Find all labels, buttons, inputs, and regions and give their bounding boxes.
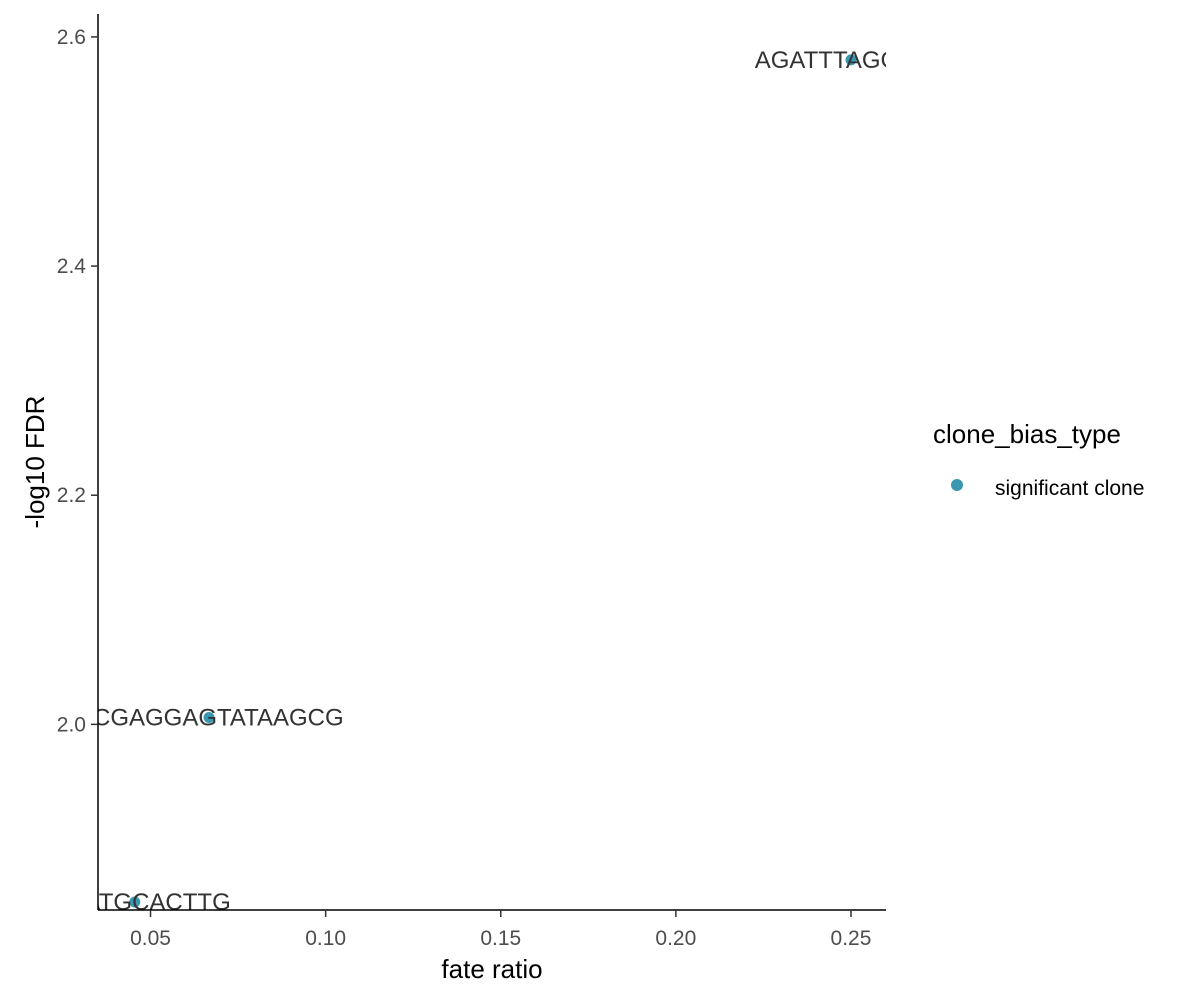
y-tick-label: 2.0	[57, 713, 86, 736]
y-tick-label: 2.4	[57, 255, 87, 278]
point-labels-layer: AGATTTAGGAAA GCGAGGAGTATAAGCG GATATGCACTTG	[39, 47, 947, 916]
x-tick-label: 0.10	[305, 927, 346, 950]
x-tick-label: 0.25	[831, 927, 872, 950]
y-tick-label: 2.6	[57, 26, 86, 49]
points-layer	[129, 54, 857, 908]
data-point	[203, 712, 215, 724]
point-label: AGATTTAGGAAA	[755, 47, 947, 74]
point-label: GATATGCACTTG	[39, 889, 231, 916]
legend-label-significant-clone: significant clone	[995, 477, 1144, 500]
data-point	[129, 896, 141, 908]
x-tick-label: 0.05	[130, 927, 171, 950]
x-tick-label: 0.20	[655, 927, 696, 950]
x-tick-label: 0.15	[480, 927, 521, 950]
x-axis-title: fate ratio	[441, 954, 542, 984]
y-axis-title: -log10 FDR	[20, 396, 50, 529]
y-tick-label: 2.2	[57, 484, 86, 507]
legend-title: clone_bias_type	[933, 419, 1121, 449]
legend: clone_bias_type significant clone	[933, 419, 1144, 500]
x-axis-ticks: 0.05 0.10 0.15 0.20 0.25	[130, 910, 871, 950]
legend-swatch-significant-clone	[951, 479, 963, 491]
y-axis-ticks: 2.0 2.2 2.4 2.6	[57, 26, 98, 736]
data-point	[845, 54, 857, 66]
point-label: GCGAGGAGTATAAGCG	[74, 705, 343, 732]
